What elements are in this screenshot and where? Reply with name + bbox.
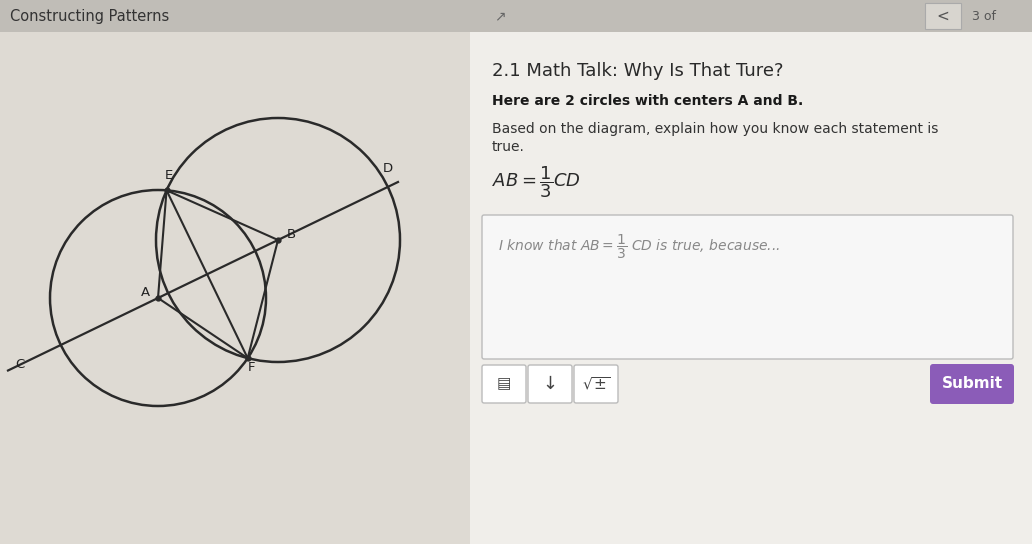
Text: $AB = \dfrac{1}{3}CD$: $AB = \dfrac{1}{3}CD$: [492, 164, 581, 200]
Text: Here are 2 circles with centers A and B.: Here are 2 circles with centers A and B.: [492, 94, 803, 108]
Text: Constructing Patterns: Constructing Patterns: [10, 9, 169, 23]
Bar: [0, 32, 470, 544]
Text: B: B: [287, 228, 295, 241]
Text: E: E: [164, 169, 172, 182]
Text: true.: true.: [492, 140, 525, 154]
Text: ↗: ↗: [494, 9, 506, 23]
FancyBboxPatch shape: [925, 3, 961, 29]
Text: <: <: [937, 9, 949, 23]
Text: D: D: [383, 162, 393, 175]
Text: 2.1 Math Talk: Why Is That Ture?: 2.1 Math Talk: Why Is That Ture?: [492, 62, 783, 80]
FancyBboxPatch shape: [574, 365, 618, 403]
Text: $\sqrt{\pm}$: $\sqrt{\pm}$: [582, 375, 610, 392]
Text: A: A: [140, 286, 150, 299]
FancyBboxPatch shape: [482, 365, 526, 403]
Text: F: F: [248, 361, 256, 374]
FancyBboxPatch shape: [930, 364, 1014, 404]
Text: C: C: [15, 358, 25, 372]
FancyBboxPatch shape: [528, 365, 572, 403]
Text: 3 of: 3 of: [972, 9, 996, 22]
Text: I know that $AB = \dfrac{1}{3}$ $CD$ is true, because...: I know that $AB = \dfrac{1}{3}$ $CD$ is …: [498, 233, 780, 261]
Text: ↓: ↓: [543, 375, 557, 393]
Text: ▤: ▤: [496, 376, 511, 392]
Text: Submit: Submit: [941, 376, 1002, 392]
Bar: [0, 0, 1032, 32]
Bar: [470, 32, 1032, 544]
FancyBboxPatch shape: [482, 215, 1013, 359]
Text: Based on the diagram, explain how you know each statement is: Based on the diagram, explain how you kn…: [492, 122, 938, 136]
